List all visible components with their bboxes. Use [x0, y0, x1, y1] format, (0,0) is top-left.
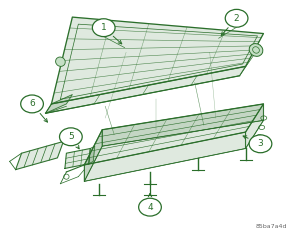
- Text: 6: 6: [29, 99, 35, 108]
- Ellipse shape: [249, 44, 263, 56]
- Polygon shape: [46, 95, 72, 113]
- Text: 85ba7a4d: 85ba7a4d: [256, 224, 287, 229]
- Circle shape: [92, 19, 115, 37]
- Polygon shape: [246, 104, 263, 148]
- Polygon shape: [52, 17, 263, 104]
- Polygon shape: [102, 104, 263, 146]
- Text: 5: 5: [68, 132, 74, 141]
- Polygon shape: [84, 104, 263, 165]
- Polygon shape: [65, 148, 90, 169]
- Ellipse shape: [56, 57, 65, 66]
- Circle shape: [59, 128, 82, 146]
- Polygon shape: [89, 146, 95, 164]
- Circle shape: [225, 9, 248, 27]
- Text: 4: 4: [147, 203, 153, 212]
- Circle shape: [139, 198, 161, 216]
- Text: 3: 3: [258, 139, 263, 148]
- Polygon shape: [84, 132, 246, 181]
- Polygon shape: [46, 66, 246, 113]
- Text: 1: 1: [101, 23, 106, 32]
- Text: 2: 2: [234, 14, 239, 23]
- Circle shape: [249, 135, 272, 153]
- Polygon shape: [16, 141, 63, 170]
- Polygon shape: [84, 130, 102, 181]
- Circle shape: [21, 95, 44, 113]
